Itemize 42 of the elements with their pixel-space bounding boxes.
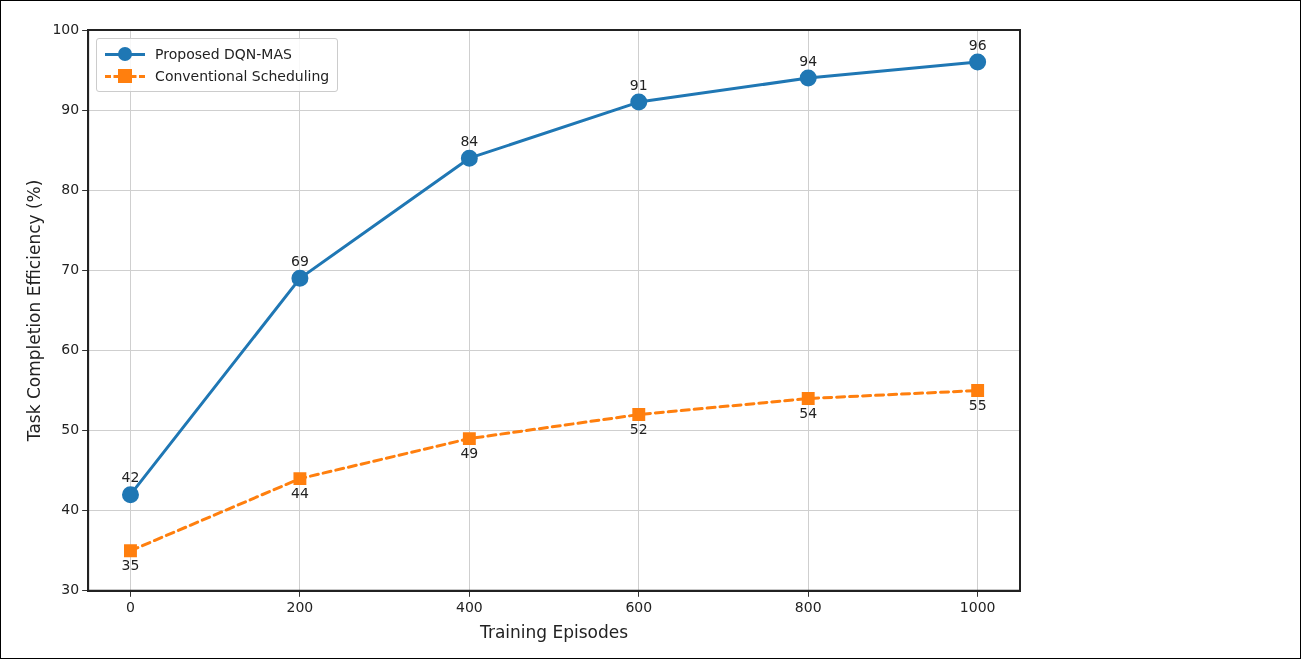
data-label: 42 xyxy=(121,469,140,486)
data-label: 91 xyxy=(629,76,648,93)
data-label: 55 xyxy=(968,397,987,414)
data-label: 84 xyxy=(460,132,479,149)
data-label: 52 xyxy=(629,421,648,438)
legend-label: Conventional Scheduling xyxy=(155,68,330,84)
point xyxy=(462,432,476,446)
point xyxy=(291,269,309,287)
point xyxy=(460,149,478,167)
data-label: 54 xyxy=(799,405,818,422)
y-axis-title: Task Completion Efficiency (%) xyxy=(23,179,44,443)
x-tick-label: 1000 xyxy=(959,598,996,615)
point xyxy=(121,486,139,504)
point xyxy=(801,392,815,405)
y-tick-label: 90 xyxy=(61,100,80,117)
y-tick-label: 50 xyxy=(61,421,80,438)
point xyxy=(799,69,817,87)
y-tick-label: 80 xyxy=(61,180,80,197)
x-tick-label: 400 xyxy=(455,598,483,615)
data-label: 44 xyxy=(291,485,309,502)
point xyxy=(971,384,985,397)
data-label: 69 xyxy=(291,252,309,269)
y-tick-label: 40 xyxy=(61,501,80,518)
x-tick-label: 600 xyxy=(625,598,653,615)
data-label: 94 xyxy=(799,52,818,69)
point xyxy=(124,544,137,558)
legend-label: Proposed DQN-MAS xyxy=(155,46,292,62)
data-label: 96 xyxy=(968,36,987,53)
x-tick-label: 0 xyxy=(126,598,135,615)
data-label: 35 xyxy=(121,557,140,574)
y-tick-label: 60 xyxy=(61,341,80,358)
point xyxy=(630,93,648,111)
y-tick-label: 100 xyxy=(52,20,80,37)
point xyxy=(969,53,987,71)
y-tick-label: 70 xyxy=(61,260,80,277)
x-tick-label: 800 xyxy=(794,598,822,615)
point xyxy=(293,472,307,486)
y-tick-label: 30 xyxy=(61,581,80,598)
x-tick-label: 200 xyxy=(286,598,314,615)
x-axis-title: Training Episodes xyxy=(479,622,629,643)
data-label: 49 xyxy=(460,445,479,462)
point xyxy=(632,408,646,421)
